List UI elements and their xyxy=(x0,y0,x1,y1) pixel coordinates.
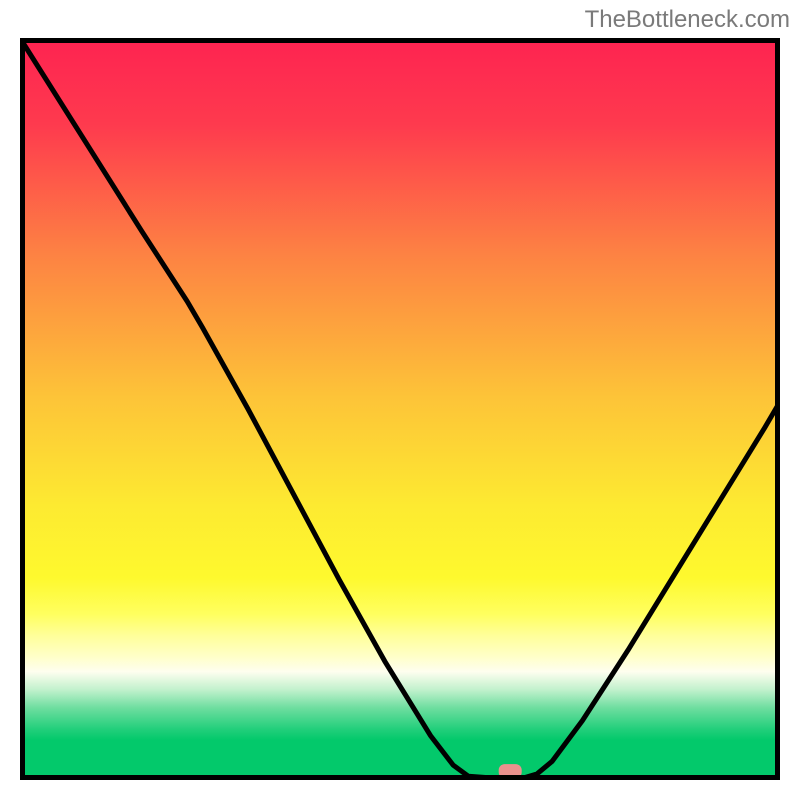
watermark-text: TheBottleneck.com xyxy=(585,6,790,34)
chart-curve xyxy=(20,38,780,779)
figure-root: TheBottleneck.com xyxy=(0,0,800,800)
chart-plot-area xyxy=(20,38,780,780)
chart-svg-overlay xyxy=(20,38,780,780)
chart-frame-border xyxy=(23,41,778,778)
